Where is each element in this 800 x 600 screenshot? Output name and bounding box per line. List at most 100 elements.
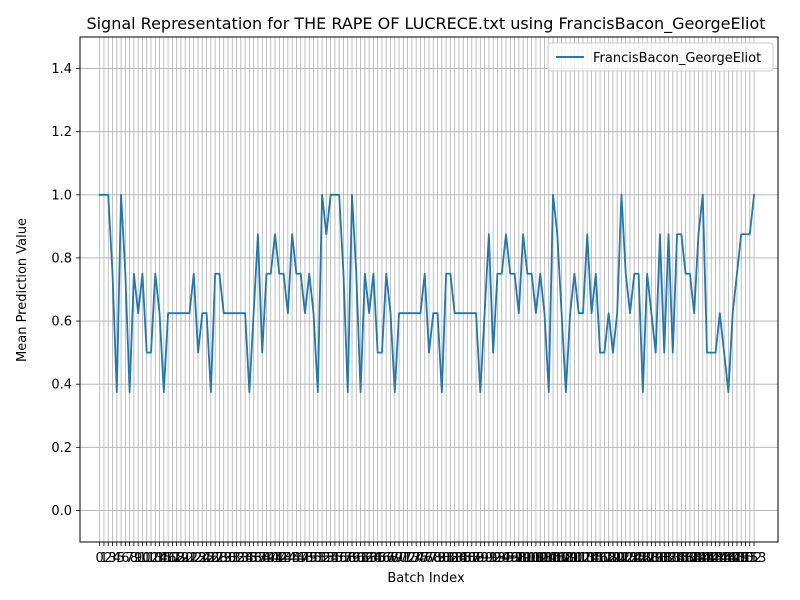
x-tick-label: 138 bbox=[677, 551, 702, 566]
x-tick-label: 41 bbox=[267, 551, 284, 566]
x-tick-label: 97 bbox=[506, 551, 523, 566]
x-tick-label: 19 bbox=[173, 551, 190, 566]
x-tick-label: 68 bbox=[382, 551, 399, 566]
x-tick-label: 96 bbox=[502, 551, 519, 566]
legend-box bbox=[547, 42, 774, 72]
x-axis-ticks: 0123456789101112131415161718192021222324… bbox=[96, 542, 767, 566]
x-tick-label: 109 bbox=[553, 551, 578, 566]
x-tick-label: 119 bbox=[596, 551, 621, 566]
x-tick-label: 12 bbox=[143, 551, 160, 566]
x-tick-label: 69 bbox=[387, 551, 404, 566]
x-tick-label: 27 bbox=[207, 551, 224, 566]
x-tick-label: 116 bbox=[583, 551, 608, 566]
x-tick-label: 18 bbox=[168, 551, 185, 566]
x-tick-label: 50 bbox=[305, 551, 322, 566]
x-tick-label: 70 bbox=[391, 551, 408, 566]
x-tick-label: 112 bbox=[566, 551, 591, 566]
x-tick-label: 36 bbox=[245, 551, 262, 566]
x-tick-label: 113 bbox=[571, 551, 596, 566]
x-tick-label: 52 bbox=[314, 551, 331, 566]
x-tick-label: 101 bbox=[519, 551, 544, 566]
x-tick-label: 23 bbox=[190, 551, 207, 566]
x-tick-label: 137 bbox=[673, 551, 698, 566]
x-tick-label: 25 bbox=[198, 551, 215, 566]
x-tick-label: 24 bbox=[194, 551, 211, 566]
x-tick-label: 94 bbox=[493, 551, 510, 566]
x-tick-label: 128 bbox=[635, 551, 660, 566]
x-tick-label: 10 bbox=[134, 551, 151, 566]
x-tick-label: 29 bbox=[215, 551, 232, 566]
x-tick-label: 45 bbox=[284, 551, 301, 566]
x-tick-label: 147 bbox=[716, 551, 741, 566]
x-tick-label: 47 bbox=[292, 551, 309, 566]
x-tick-label: 61 bbox=[352, 551, 369, 566]
x-tick-label: 120 bbox=[600, 551, 625, 566]
x-tick-label: 42 bbox=[271, 551, 288, 566]
x-tick-label: 21 bbox=[181, 551, 198, 566]
x-tick-label: 76 bbox=[416, 551, 433, 566]
x-tick-label: 117 bbox=[588, 551, 613, 566]
y-axis-ticks: 0.0 0.2 0.4 0.6 0.8 1.0 1.2 1.4 bbox=[51, 62, 80, 519]
x-tick-label: 48 bbox=[297, 551, 314, 566]
x-tick-label: 144 bbox=[703, 551, 728, 566]
x-tick-label: 77 bbox=[421, 551, 438, 566]
x-tick-label: 5 bbox=[117, 551, 125, 566]
x-tick-label: 105 bbox=[536, 551, 561, 566]
x-tick-label: 51 bbox=[310, 551, 327, 566]
x-tick-label: 37 bbox=[250, 551, 267, 566]
x-tick-label: 8 bbox=[130, 551, 138, 566]
x-tick-label: 57 bbox=[335, 551, 352, 566]
x-tick-label: 72 bbox=[399, 551, 416, 566]
x-tick-label: 148 bbox=[720, 551, 745, 566]
x-tick-label: 33 bbox=[233, 551, 250, 566]
x-tick-label: 43 bbox=[275, 551, 292, 566]
y-tick-label: 1.0 bbox=[51, 188, 72, 203]
x-tick-label: 60 bbox=[348, 551, 365, 566]
x-tick-label: 56 bbox=[331, 551, 348, 566]
x-tick-label: 74 bbox=[408, 551, 425, 566]
x-tick-label: 125 bbox=[622, 551, 647, 566]
x-tick-label: 127 bbox=[630, 551, 655, 566]
x-tick-label: 103 bbox=[528, 551, 553, 566]
x-tick-label: 122 bbox=[609, 551, 634, 566]
x-tick-label: 87 bbox=[463, 551, 480, 566]
y-tick-label: 0.4 bbox=[51, 378, 72, 393]
x-tick-label: 67 bbox=[378, 551, 395, 566]
x-tick-label: 146 bbox=[712, 551, 737, 566]
x-tick-label: 31 bbox=[224, 551, 241, 566]
y-tick-label: 1.4 bbox=[51, 62, 72, 77]
series-line-francisbacon-georgeeliot bbox=[98, 193, 756, 393]
x-tick-label: 142 bbox=[695, 551, 720, 566]
x-tick-label: 150 bbox=[729, 551, 754, 566]
x-tick-label: 82 bbox=[442, 551, 459, 566]
x-tick-label: 133 bbox=[656, 551, 681, 566]
x-tick-label: 2 bbox=[104, 551, 112, 566]
x-tick-label: 88 bbox=[468, 551, 485, 566]
x-tick-label: 9 bbox=[134, 551, 142, 566]
x-tick-label: 114 bbox=[575, 551, 600, 566]
series-layer bbox=[98, 193, 756, 393]
x-tick-label: 81 bbox=[438, 551, 455, 566]
x-tick-label: 129 bbox=[639, 551, 664, 566]
x-tick-label: 149 bbox=[725, 551, 750, 566]
x-tick-label: 58 bbox=[339, 551, 356, 566]
x-tick-label: 64 bbox=[365, 551, 382, 566]
x-tick-label: 135 bbox=[665, 551, 690, 566]
x-tick-label: 79 bbox=[429, 551, 446, 566]
x-tick-label: 86 bbox=[459, 551, 476, 566]
x-tick-label: 93 bbox=[489, 551, 506, 566]
x-tick-label: 63 bbox=[361, 551, 378, 566]
x-tick-label: 95 bbox=[498, 551, 515, 566]
y-tick-label: 0.0 bbox=[51, 504, 72, 519]
x-tick-label: 153 bbox=[742, 551, 767, 566]
x-tick-label: 145 bbox=[707, 551, 732, 566]
chart-title: Signal Representation for THE RAPE OF LU… bbox=[86, 14, 765, 34]
x-tick-label: 124 bbox=[618, 551, 643, 566]
x-tick-label: 7 bbox=[125, 551, 133, 566]
x-tick-label: 39 bbox=[258, 551, 275, 566]
y-tick-label: 0.6 bbox=[51, 315, 72, 330]
x-tick-label: 90 bbox=[476, 551, 493, 566]
x-tick-label: 15 bbox=[156, 551, 173, 566]
